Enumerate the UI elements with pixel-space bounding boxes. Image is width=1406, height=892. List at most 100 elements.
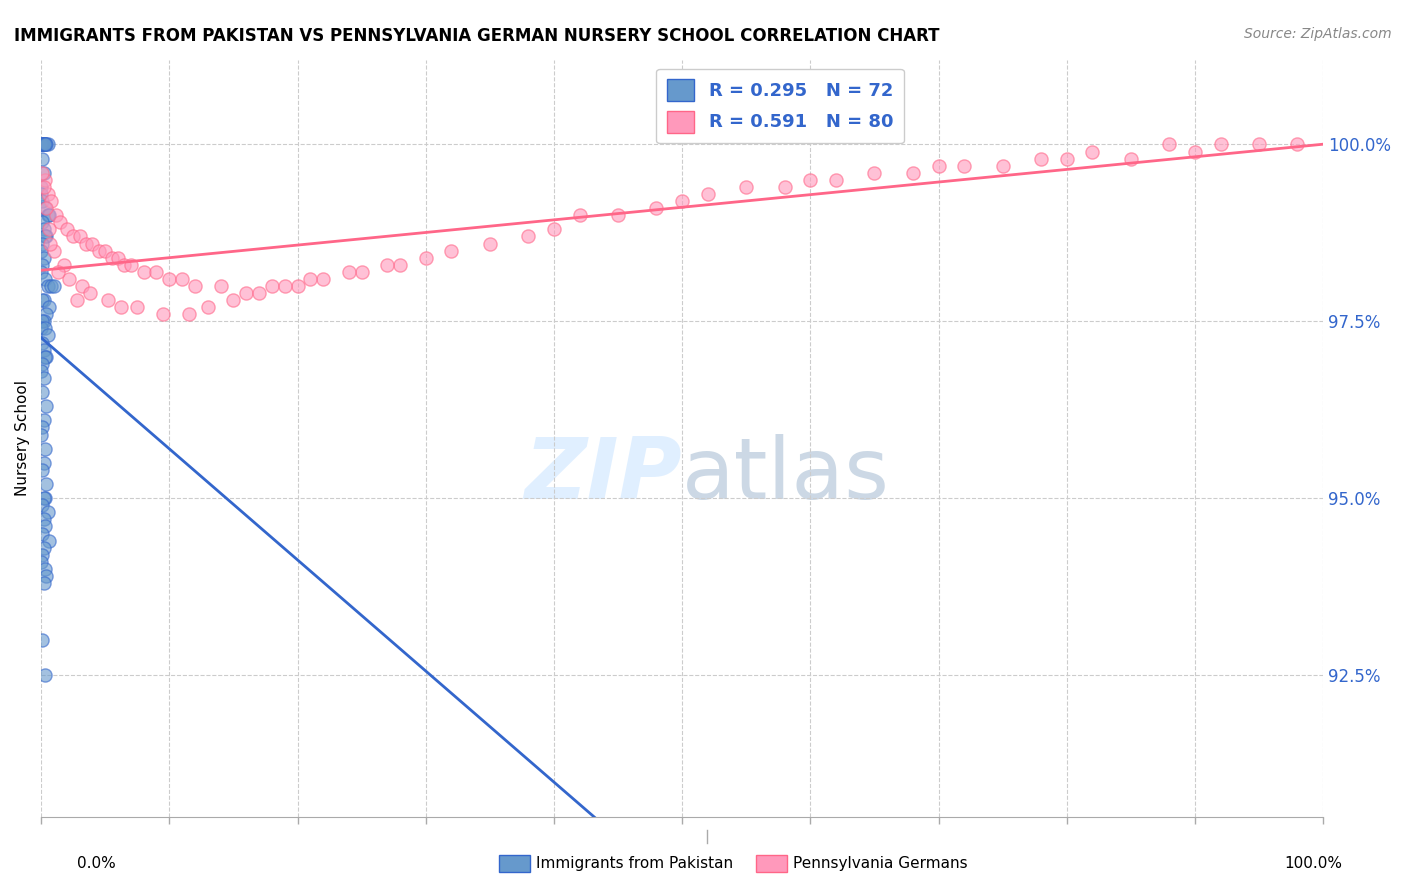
Point <box>31 463 53 477</box>
Point <box>107 251 129 265</box>
Point <box>110 300 132 314</box>
Point <box>34 519 56 533</box>
Point <box>152 307 174 321</box>
Point <box>55 222 77 236</box>
Point <box>69 229 91 244</box>
Text: Source: ZipAtlas.com: Source: ZipAtlas.com <box>1244 27 1392 41</box>
Point <box>375 258 398 272</box>
Point <box>37 328 59 343</box>
Point <box>32 541 55 555</box>
Point <box>31 498 53 512</box>
Point <box>172 272 194 286</box>
Point <box>97 293 120 307</box>
Text: 100.0%: 100.0% <box>1285 856 1343 871</box>
Point <box>35 137 58 152</box>
Point <box>389 258 412 272</box>
Point <box>440 244 463 258</box>
Text: IMMIGRANTS FROM PAKISTAN VS PENNSYLVANIA GERMAN NURSERY SCHOOL CORRELATION CHART: IMMIGRANTS FROM PAKISTAN VS PENNSYLVANIA… <box>14 27 939 45</box>
Point <box>863 166 886 180</box>
Point <box>157 272 180 286</box>
Point <box>30 186 52 201</box>
Point <box>30 137 52 152</box>
Point <box>337 265 360 279</box>
Point <box>62 229 84 244</box>
Point <box>32 512 55 526</box>
Point <box>34 491 56 506</box>
Point <box>312 272 335 286</box>
Point <box>825 173 848 187</box>
Point <box>543 222 565 236</box>
Point <box>35 350 58 364</box>
Legend: R = 0.295   N = 72, R = 0.591   N = 80: R = 0.295 N = 72, R = 0.591 N = 80 <box>657 69 904 144</box>
Point <box>31 166 53 180</box>
Point <box>66 293 89 307</box>
Point <box>671 194 693 208</box>
Point <box>37 137 59 152</box>
Point <box>299 272 322 286</box>
Point <box>39 236 62 251</box>
Point <box>34 321 56 335</box>
Text: 0.0%: 0.0% <box>77 856 117 871</box>
Point <box>517 229 540 244</box>
Point <box>177 307 200 321</box>
Point <box>773 180 796 194</box>
Point <box>32 251 55 265</box>
Point <box>82 236 104 251</box>
Point <box>31 258 53 272</box>
Point <box>35 569 58 583</box>
Point <box>260 279 283 293</box>
Point <box>32 343 55 357</box>
Point <box>273 279 295 293</box>
Point <box>35 229 58 244</box>
Point <box>94 244 117 258</box>
Point <box>31 335 53 350</box>
Point <box>32 180 55 194</box>
Point <box>568 208 591 222</box>
Point <box>31 293 53 307</box>
Point <box>31 420 53 434</box>
Point <box>30 180 52 194</box>
Point <box>41 194 63 208</box>
Point <box>30 364 52 378</box>
Point <box>49 215 72 229</box>
Text: ZIP: ZIP <box>524 434 682 517</box>
Point <box>34 350 56 364</box>
Point <box>38 208 60 222</box>
Point <box>32 222 55 236</box>
Point <box>1056 152 1078 166</box>
Point <box>1159 137 1181 152</box>
Y-axis label: Nursery School: Nursery School <box>15 380 30 496</box>
Point <box>30 137 52 152</box>
Point <box>34 442 56 456</box>
Point <box>31 194 53 208</box>
Point <box>607 208 630 222</box>
Point <box>145 265 167 279</box>
Point <box>287 279 309 293</box>
Point <box>32 456 55 470</box>
Point <box>1286 137 1309 152</box>
Point <box>35 307 58 321</box>
Point <box>132 265 155 279</box>
Point <box>32 314 55 328</box>
Point <box>34 562 56 576</box>
Point <box>30 321 52 335</box>
Point <box>30 244 52 258</box>
Point <box>58 272 80 286</box>
Point <box>799 173 821 187</box>
Point <box>222 293 245 307</box>
Point <box>70 279 93 293</box>
Point <box>30 265 52 279</box>
Text: atlas: atlas <box>682 434 890 517</box>
Point <box>37 186 59 201</box>
Point <box>1081 145 1104 159</box>
Point <box>46 265 69 279</box>
Point <box>31 548 53 562</box>
Point <box>37 279 59 293</box>
Point <box>30 555 52 569</box>
Point <box>32 576 55 591</box>
Point <box>38 300 60 314</box>
Point <box>478 236 501 251</box>
Point <box>31 314 53 328</box>
Point <box>1184 145 1206 159</box>
Point <box>645 201 668 215</box>
